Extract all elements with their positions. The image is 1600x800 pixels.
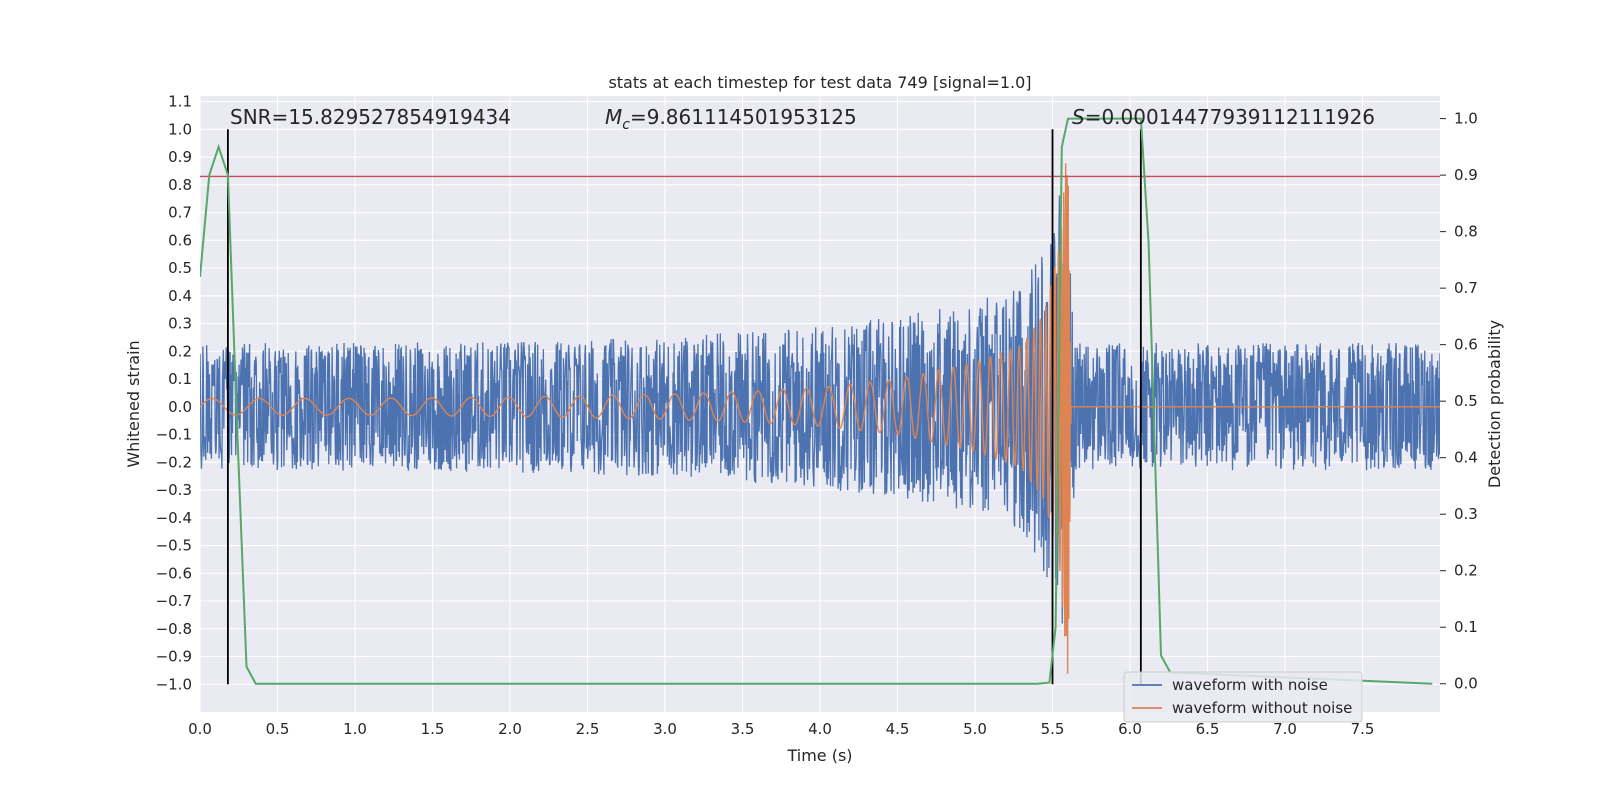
mc-value: =9.861114501953125: [630, 105, 857, 129]
y-left-tick-label: −0.1: [156, 426, 192, 444]
x-tick-label: 3.5: [731, 720, 755, 738]
y-left-tick-label: −0.4: [156, 509, 192, 527]
snr-annotation: SNR=15.829527854919434: [230, 105, 511, 129]
x-tick-label: 5.0: [963, 720, 987, 738]
y-left-tick-label: −0.3: [156, 481, 192, 499]
probability-line: [200, 117, 1433, 685]
y-left-tick-label: 1.1: [168, 93, 192, 111]
x-tick-label: 7.5: [1351, 720, 1375, 738]
y-right-tick-label: 0.5: [1454, 392, 1478, 410]
x-tick-label: 4.0: [808, 720, 832, 738]
y-left-tick-label: −0.6: [156, 564, 192, 582]
y-left-tick-label: −0.8: [156, 620, 192, 638]
y-axis-label-right: Detection probability: [1485, 320, 1504, 488]
x-tick-label: 0.0: [188, 720, 212, 738]
s-annotation: S=0.00014477939112111926: [1072, 105, 1375, 129]
y-right-tick-label: 0.6: [1454, 336, 1478, 354]
legend-box: [1123, 671, 1363, 723]
y-left-tick-label: 0.8: [168, 176, 192, 194]
y-left-tick-label: 0.7: [168, 204, 192, 222]
y-ticks-right: 1.0 0.9 0.8 0.7 0.6 0.5 0.4 0.3 0.2 0.1 0.0: [1440, 110, 1478, 693]
y-left-tick-label: −0.7: [156, 592, 192, 610]
x-tick-label: 1.0: [343, 720, 367, 738]
noise-waveform: [200, 195, 1440, 624]
x-tick-label: 0.5: [266, 720, 290, 738]
x-tick-label: 2.5: [576, 720, 600, 738]
y-right-tick-label: 1.0: [1454, 110, 1478, 128]
x-tick-label: 7.0: [1273, 720, 1297, 738]
vertical-markers: [226, 129, 1142, 685]
y-left-tick-label: 0.2: [168, 342, 192, 360]
y-left-tick-label: 0.5: [168, 259, 192, 277]
y-left-tick-label: 1.0: [168, 120, 192, 138]
mc-symbol: M: [605, 105, 622, 129]
y-left-tick-label: 0.3: [168, 315, 192, 333]
s-value: =0.00014477939112111926: [1085, 105, 1375, 129]
chart-title: stats at each timestep for test data 749…: [608, 73, 1031, 92]
x-tick-label: 4.5: [886, 720, 910, 738]
mc-annotation: Mc=9.861114501953125: [605, 105, 857, 133]
y-right-tick-label: 0.1: [1454, 618, 1478, 636]
y-right-tick-label: 0.8: [1454, 223, 1478, 241]
y-left-tick-label: 0.0: [168, 398, 192, 416]
mc-subscript: c: [622, 117, 630, 133]
x-axis-label: Time (s): [786, 746, 852, 765]
y-right-tick-label: 0.0: [1454, 675, 1478, 693]
legend-label-clean: waveform without noise: [1172, 699, 1352, 717]
y-left-tick-label: 0.4: [168, 287, 192, 305]
x-tick-label: 2.0: [498, 720, 522, 738]
y-right-tick-label: 0.2: [1454, 562, 1478, 580]
x-tick-label: 6.5: [1196, 720, 1220, 738]
s-symbol: S: [1072, 105, 1085, 129]
y-left-tick-label: −0.2: [156, 453, 192, 471]
x-tick-label: 3.0: [653, 720, 677, 738]
y-left-tick-label: −0.5: [156, 537, 192, 555]
x-tick-label: 1.5: [421, 720, 445, 738]
legend: waveform with noise waveform without noi…: [1123, 671, 1363, 723]
y-left-tick-label: −0.9: [156, 648, 192, 666]
y-axis-label-left: Whitened strain: [124, 340, 143, 467]
y-left-tick-label: 0.6: [168, 231, 192, 249]
clean-waveform: [200, 163, 1440, 674]
y-right-tick-label: 0.7: [1454, 279, 1478, 297]
noise-waveform-path: [200, 195, 1440, 624]
y-left-tick-label: 0.1: [168, 370, 192, 388]
probability-line-path: [200, 117, 1433, 685]
snr-prefix: SNR=: [230, 105, 288, 129]
y-left-tick-label: −1.0: [156, 675, 192, 693]
y-left-tick-label: 0.9: [168, 148, 192, 166]
y-right-tick-label: 0.9: [1454, 166, 1478, 184]
x-ticks: 0.0 0.5 1.0 1.5 2.0 2.5 3.0 3.5 4.0 4.5 5.0 5.5 6.0 6…: [188, 720, 1374, 738]
clean-waveform-path: [200, 163, 1440, 674]
y-right-tick-label: 0.3: [1454, 505, 1478, 523]
snr-value: 15.829527854919434: [288, 105, 511, 129]
x-tick-label: 5.5: [1041, 720, 1065, 738]
y-right-tick-label: 0.4: [1454, 449, 1478, 467]
legend-label-noise: waveform with noise: [1172, 676, 1328, 694]
y-ticks-left: 1.1 1.0 0.9 0.8 0.7 0.6 0.5 0.4 0.3 0.2 0.1 0.0 −0.1…: [156, 93, 192, 694]
x-tick-label: 6.0: [1118, 720, 1142, 738]
